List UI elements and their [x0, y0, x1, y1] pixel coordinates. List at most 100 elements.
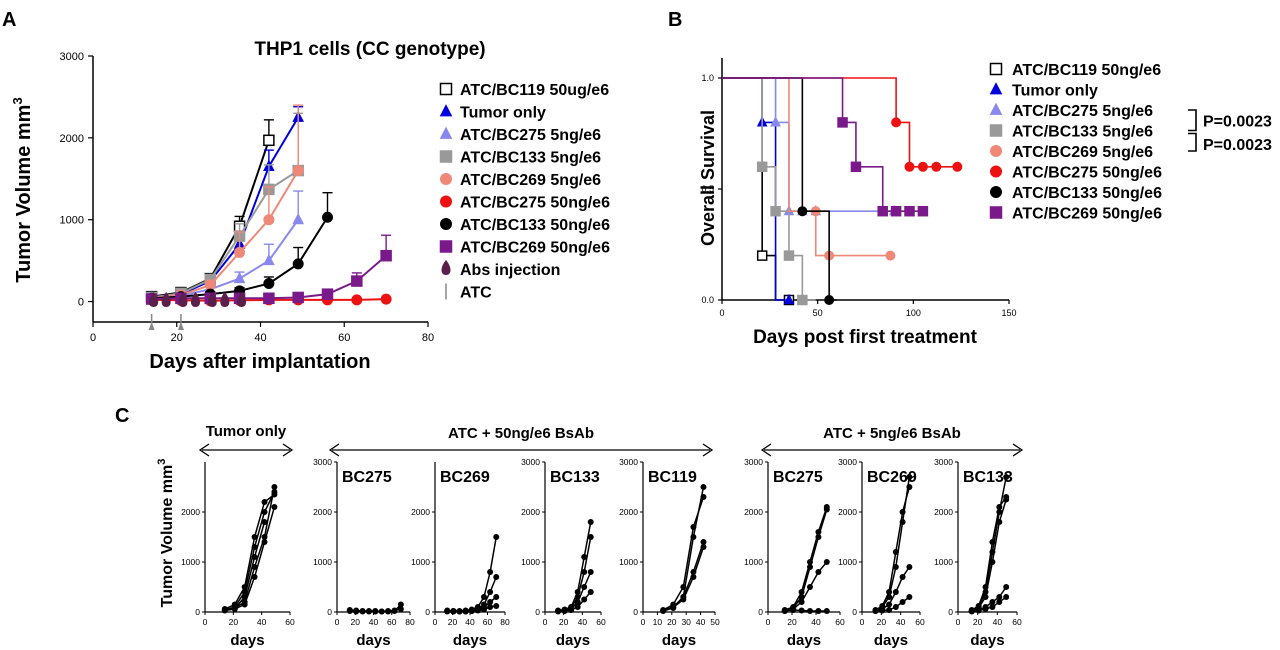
a-legend-marker: [441, 260, 451, 275]
a-legend-label: ATC: [460, 285, 492, 302]
c-data-point: [481, 594, 487, 600]
b-x-axis-title: Days post first treatment: [753, 327, 978, 348]
c-x-tick-label: 40: [896, 617, 906, 627]
c-y-tick-label: 3000: [619, 457, 638, 467]
c-data-point: [823, 608, 830, 614]
c-data-point: [241, 601, 248, 608]
c-data-point: [450, 608, 457, 615]
c-y-tick-label: 2000: [411, 507, 430, 517]
a-data-point: [204, 279, 216, 291]
c-subplot-3: 0 1000 2000 0 20 40 60 80 days BC269: [411, 462, 510, 649]
c-data-point: [823, 506, 830, 513]
c-group-header-2: ATC + 50ng/e6 BsAb: [328, 425, 714, 457]
c-individual-line-1: [872, 474, 913, 614]
a-series-4: [145, 112, 304, 304]
c-subplot-7: 0 1000 2000 3000 0 20 40 60 days BC269: [838, 457, 925, 649]
c-data-point: [397, 601, 404, 608]
c-data-point: [493, 574, 500, 580]
c-data-point: [996, 504, 1003, 510]
b-legend-label: Tumor only: [1012, 83, 1098, 100]
c-data-point: [700, 494, 707, 500]
c-x-tick-label: 20: [351, 617, 361, 627]
c-data-point: [581, 569, 588, 575]
c-y-tick-label: 2000: [934, 507, 953, 517]
c-data-point: [251, 554, 258, 560]
c-group-label: Tumor only: [206, 423, 287, 440]
c-group-label: ATC + 50ng/e6 BsAb: [448, 425, 594, 442]
b-survival-step-line: [722, 77, 895, 212]
a-chart-title: THP1 cells (CC genotype): [254, 39, 485, 60]
c-group-header-1: Tumor only: [198, 423, 294, 457]
b-data-point: [917, 161, 928, 172]
c-individual-line-3: [781, 559, 830, 614]
c-x-tick-label: 40: [465, 617, 475, 627]
c-data-point: [487, 604, 494, 610]
c-x-tick-label: 0: [641, 617, 646, 627]
c-data-point: [261, 499, 268, 505]
c-y-tick-label: 0: [633, 607, 638, 617]
c-individual-line-4: [444, 603, 500, 615]
c-x-tick-label: 40: [993, 617, 1003, 627]
c-data-point: [690, 574, 697, 580]
c-line: [971, 476, 1007, 612]
c-x-tick-label: 40: [696, 617, 706, 627]
c-data-point: [790, 607, 797, 613]
c-data-point: [798, 607, 805, 614]
c-data-point: [493, 534, 500, 540]
c-x-axis-title: days: [787, 632, 821, 649]
b-x-tick-label: 100: [906, 308, 921, 318]
c-x-tick-label: 60: [835, 617, 845, 627]
c-x-tick-label: 60: [1012, 617, 1022, 627]
c-data-point: [815, 569, 822, 575]
c-data-point: [899, 574, 906, 580]
b-legend-marker: [989, 206, 1003, 219]
b-legend-marker: [989, 82, 1003, 95]
c-data-point: [555, 608, 562, 615]
c-data-point: [807, 564, 813, 570]
b-series-3: [722, 77, 900, 216]
a-legend-label: ATC/BC275 5ng/e6: [460, 127, 601, 144]
c-x-tick-label: 20: [559, 617, 569, 627]
c-data-point: [996, 519, 1003, 525]
c-x-tick-label: 0: [766, 617, 771, 627]
c-individual-line-2: [781, 506, 830, 614]
b-data-point: [904, 161, 915, 172]
c-data-point: [346, 608, 353, 614]
b-data-point: [797, 206, 808, 217]
a-legend-marker: [439, 82, 453, 96]
a-legend-marker: [439, 104, 453, 117]
a-y-tick-label: 3000: [60, 51, 84, 63]
c-data-point: [700, 484, 707, 490]
c-data-point: [899, 599, 906, 605]
c-individual-line-4: [660, 544, 707, 614]
a-data-point: [263, 278, 275, 290]
c-x-tick-label: 40: [578, 617, 588, 627]
b-legend-marker: [989, 124, 1003, 137]
c-x-axis-title: days: [556, 632, 590, 649]
b-data-point: [952, 161, 963, 172]
b-survival-step-line: [722, 77, 958, 168]
b-legend-marker: [989, 62, 1003, 76]
b-data-point: [783, 250, 795, 261]
c-individual-line-5: [968, 594, 1010, 615]
a-data-point: [380, 293, 392, 305]
a-abs-injection-drop: [220, 292, 230, 307]
c-data-point: [975, 607, 982, 614]
c-individual-line-4: [781, 607, 830, 614]
b-pvalue-label: P=0.0023: [1203, 137, 1272, 154]
c-data-point: [261, 539, 268, 545]
c-y-tick-label: 3000: [521, 457, 540, 467]
c-data-point: [462, 608, 469, 615]
c-x-axis-title: days: [230, 632, 264, 649]
c-x-tick-label: 20: [667, 617, 677, 627]
b-survival-step-line: [722, 77, 816, 301]
c-x-tick-label: 20: [787, 617, 797, 627]
b-y-tick-label: 1.0: [701, 73, 714, 83]
a-data-point: [292, 291, 304, 304]
b-data-point: [770, 116, 781, 127]
c-y-tick-label: 0: [327, 607, 332, 617]
c-x-tick-label: 30: [681, 617, 691, 627]
c-data-point: [261, 519, 268, 525]
a-data-point: [351, 275, 363, 287]
